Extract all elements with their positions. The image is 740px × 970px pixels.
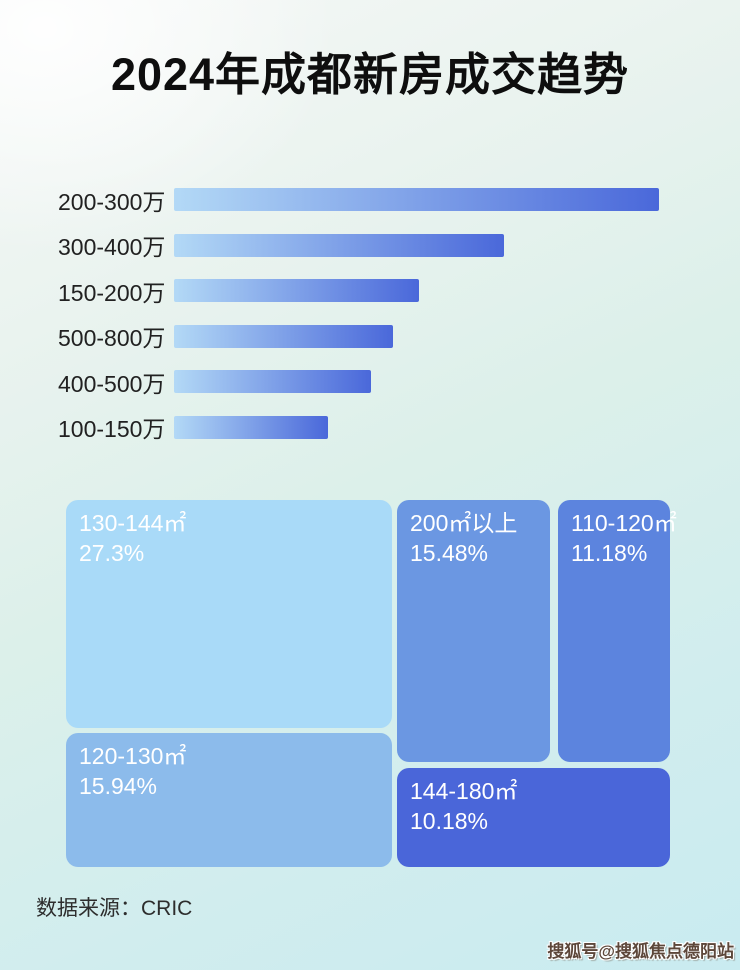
data-source-label: 数据来源：CRIC [36, 897, 193, 920]
bar-fill [174, 233, 504, 257]
treemap-box-144-180: 144-180㎡ 10.18% [397, 768, 670, 867]
price-range-bar-chart: 200-300万 300-400万 150-200万 500-800万 400-… [58, 177, 686, 450]
box-value: 27.3% [79, 540, 145, 567]
box-label: 144-180㎡ [410, 778, 518, 804]
area-size-treemap: 130-144㎡ 27.3% 120-130㎡ 15.94% 200㎡以上 15… [66, 500, 677, 867]
bar-fill [174, 370, 371, 394]
bar-row: 100-150万 [58, 405, 686, 451]
treemap-box-200-plus: 200㎡以上 15.48% [397, 500, 550, 762]
bar-row: 500-800万 [58, 314, 686, 360]
box-label: 130-144㎡ [79, 510, 187, 536]
treemap-box-120-130: 120-130㎡ 15.94% [66, 733, 392, 867]
bar-label: 400-500万 [58, 370, 166, 397]
treemap-box-130-144: 130-144㎡ 27.3% [66, 500, 392, 728]
bar-row: 300-400万 [58, 223, 686, 269]
bar-row: 400-500万 [58, 359, 686, 405]
bar-track [174, 188, 659, 212]
bar-fill [174, 279, 419, 303]
box-label: 200㎡以上 [410, 510, 518, 536]
bar-label: 500-800万 [58, 325, 166, 352]
bar-row: 200-300万 [58, 177, 686, 223]
page-title: 2024年成都新房成交趋势 [110, 49, 630, 100]
box-value: 15.94% [79, 773, 158, 800]
treemap-box-110-120: 110-120㎡ 11.18% [558, 500, 677, 762]
box-value: 15.48% [410, 540, 489, 567]
bar-track [174, 233, 659, 257]
bar-track [174, 415, 659, 439]
bar-track [174, 279, 659, 303]
bar-fill [174, 415, 329, 439]
bar-label: 150-200万 [58, 279, 166, 306]
bar-row: 150-200万 [58, 268, 686, 314]
bar-track [174, 370, 659, 394]
bar-label: 200-300万 [58, 188, 166, 215]
bar-label: 100-150万 [58, 416, 166, 443]
bar-label: 300-400万 [58, 234, 166, 261]
bar-fill [174, 324, 394, 348]
box-value: 11.18% [571, 540, 648, 567]
watermark-text: 搜狐号@搜狐焦点德阳站 [547, 942, 734, 961]
box-value: 10.18% [410, 808, 489, 835]
bar-fill [174, 188, 659, 212]
box-label: 110-120㎡ [571, 510, 677, 536]
box-label: 120-130㎡ [79, 743, 187, 769]
bar-track [174, 324, 659, 348]
